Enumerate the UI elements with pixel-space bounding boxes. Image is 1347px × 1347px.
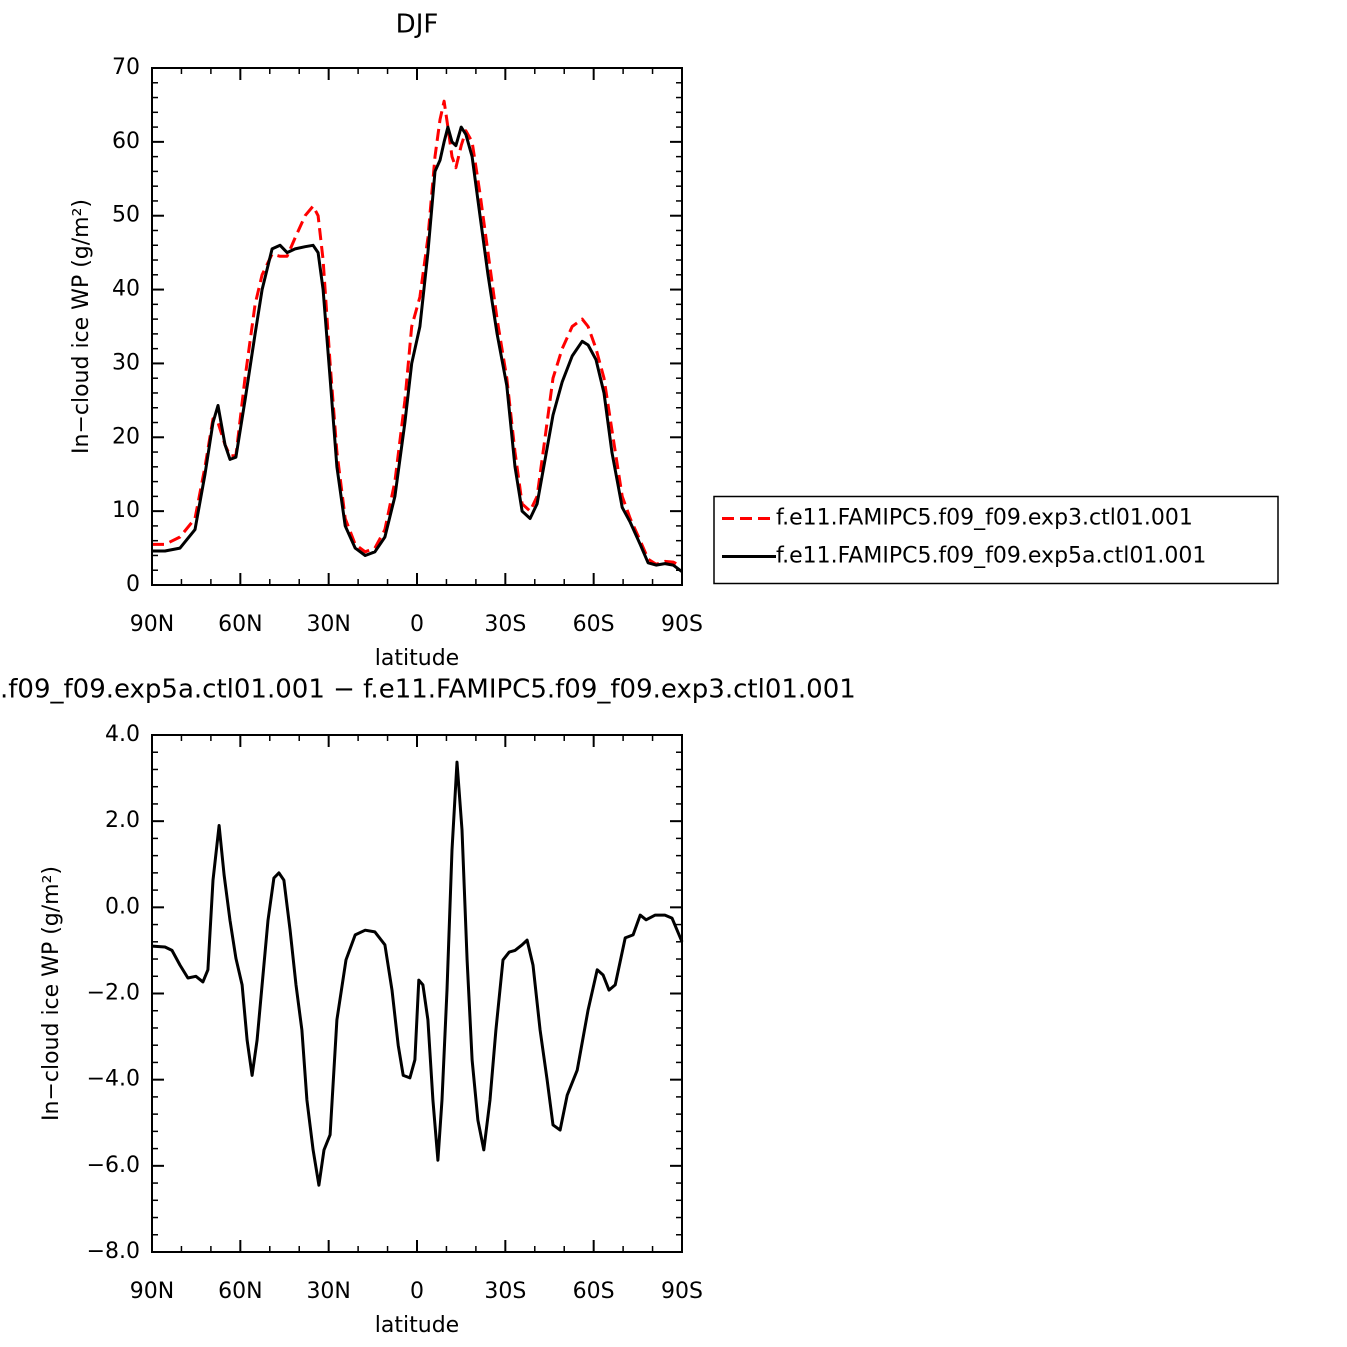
- y-tick-label: 10: [112, 498, 140, 523]
- x-tick-label: 60N: [218, 612, 262, 637]
- series-line: [152, 99, 683, 568]
- x-tick-label: 30N: [306, 612, 350, 637]
- y-tick-label: −4.0: [87, 1067, 140, 1092]
- series-line: [152, 125, 683, 573]
- x-tick-label: 60S: [573, 1279, 615, 1304]
- y-tick-label: 20: [112, 424, 140, 449]
- x-tick-label: 90S: [661, 1279, 703, 1304]
- y-tick-label: 40: [112, 277, 140, 302]
- x-tick-label: 60S: [573, 612, 615, 637]
- x-tick-label: 60N: [218, 1279, 262, 1304]
- y-tick-label: −6.0: [87, 1153, 140, 1178]
- x-axis-label: latitude: [375, 646, 459, 671]
- y-tick-label: 2.0: [105, 808, 140, 833]
- y-axis-label: In−cloud ice WP (g/m²): [39, 866, 64, 1121]
- y-tick-label: 0: [126, 572, 140, 597]
- y-tick-label: 30: [112, 350, 140, 375]
- legend-label: f.e11.FAMIPC5.f09_f09.exp5a.ctl01.001: [776, 544, 1206, 569]
- legend-label: f.e11.FAMIPC5.f09_f09.exp3.ctl01.001: [776, 506, 1193, 531]
- legend-box: [713, 495, 1279, 585]
- y-tick-label: 70: [112, 55, 140, 80]
- y-tick-label: −2.0: [87, 981, 140, 1006]
- x-tick-label: 90S: [661, 612, 703, 637]
- y-tick-label: 60: [112, 129, 140, 154]
- plot-frame: [151, 734, 683, 1253]
- y-tick-label: 4.0: [105, 722, 140, 747]
- series-line: [151, 760, 684, 1187]
- y-tick-label: 50: [112, 203, 140, 228]
- chart-title: DJF: [396, 10, 439, 40]
- x-tick-label: 90N: [130, 1279, 174, 1304]
- plot-frame: [151, 67, 683, 586]
- x-tick-label: 30N: [306, 1279, 350, 1304]
- x-axis-label: latitude: [375, 1313, 459, 1338]
- x-tick-label: 30S: [484, 1279, 526, 1304]
- y-tick-label: 0.0: [105, 894, 140, 919]
- x-tick-label: 0: [410, 612, 424, 637]
- y-tick-label: −8.0: [87, 1239, 140, 1264]
- x-tick-label: 90N: [130, 612, 174, 637]
- x-tick-label: 0: [410, 1279, 424, 1304]
- chart-title: .f09_f09.exp5a.ctl01.001 − f.e11.FAMIPC5…: [0, 675, 856, 705]
- x-tick-label: 30S: [484, 612, 526, 637]
- y-axis-label: In−cloud ice WP (g/m²): [69, 199, 94, 454]
